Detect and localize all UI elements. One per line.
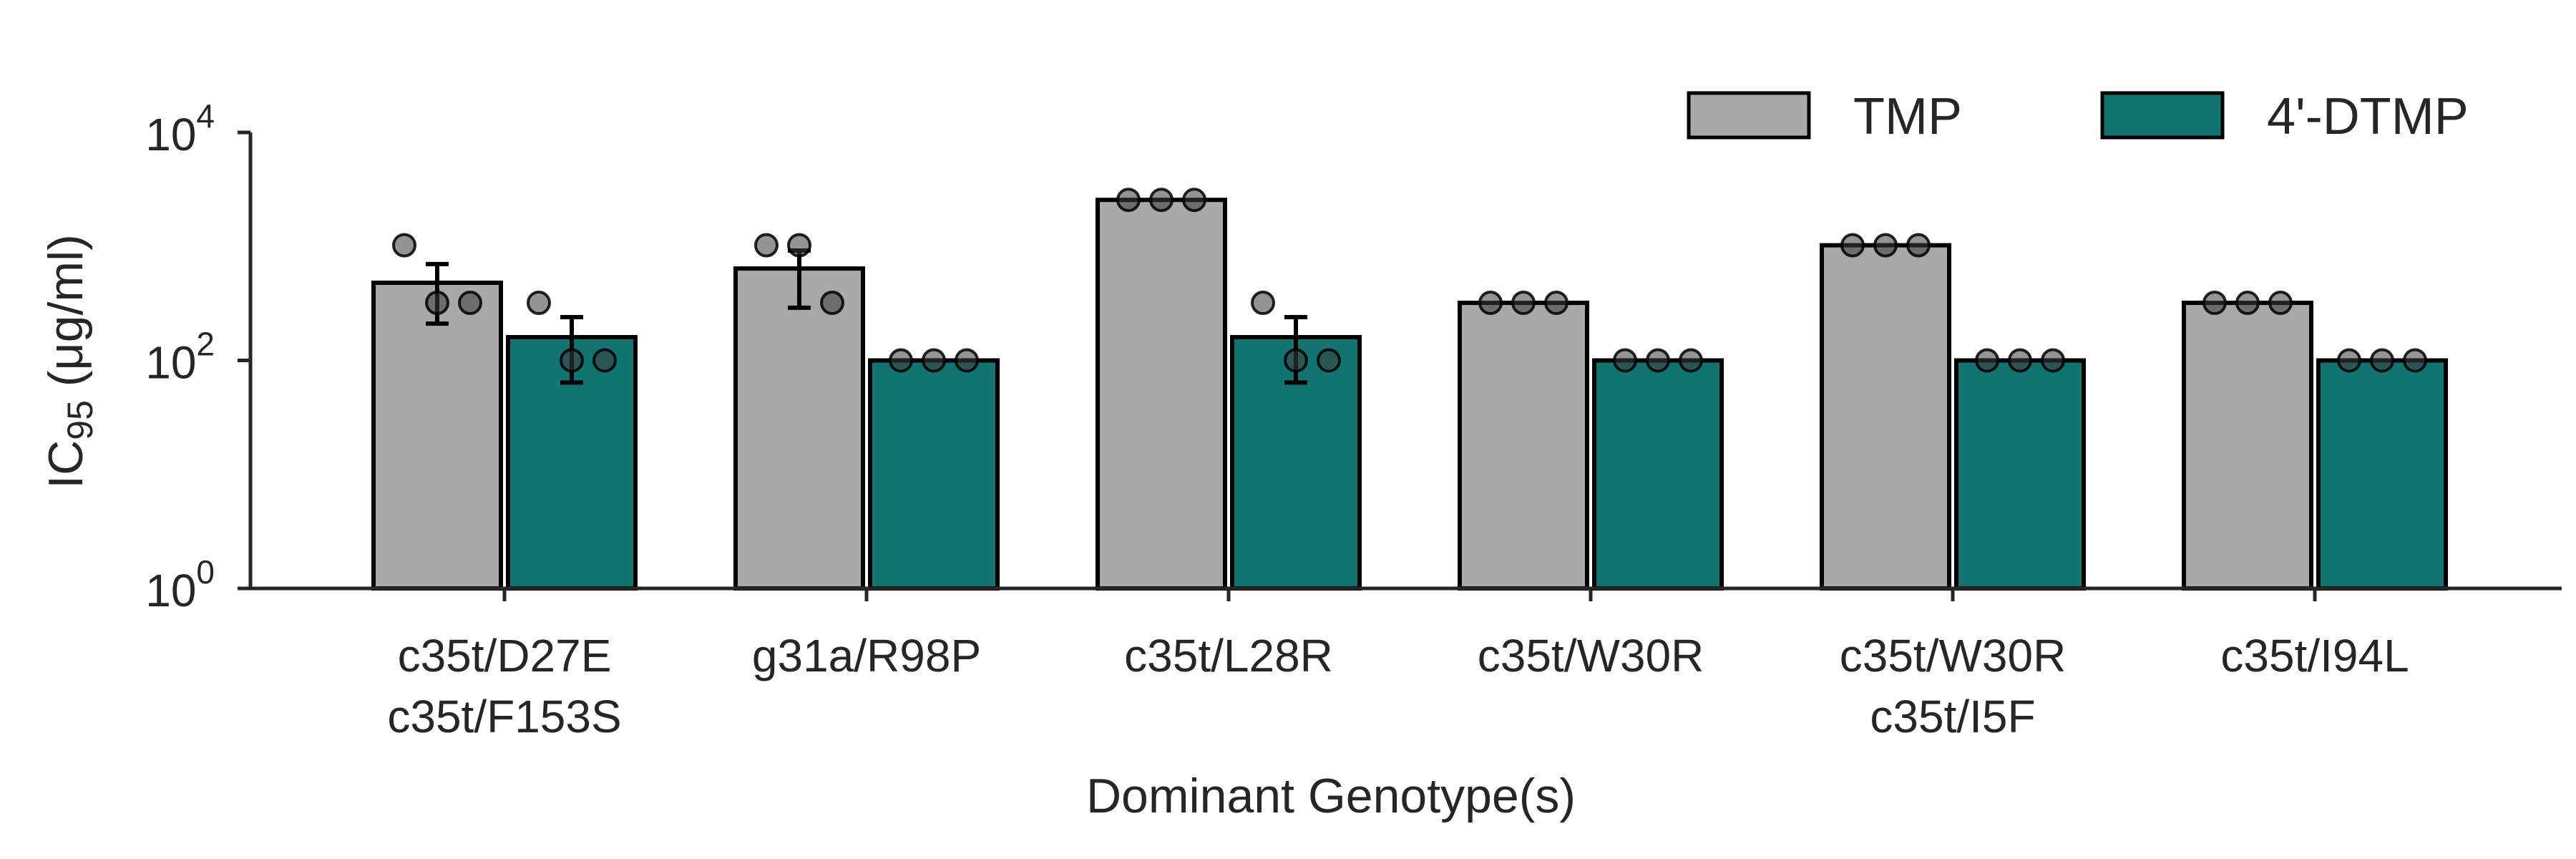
- bars-layer: [371, 198, 2448, 591]
- data-point-5-0-1: [2235, 291, 2260, 316]
- x-tick-label-2-0: c35t/L28R: [1124, 630, 1333, 681]
- y-tick-exp-1: 2: [196, 326, 215, 363]
- y-tick-exp-2: 4: [196, 97, 215, 135]
- bar-tmp-4: [1820, 243, 1951, 591]
- data-point-3-0-2: [1544, 291, 1568, 316]
- data-point-1-0-1: [787, 233, 811, 258]
- y-axis-title-main: IC: [39, 440, 93, 489]
- data-point-5-1-2: [2403, 348, 2427, 373]
- data-point-2-1-2: [1317, 348, 1341, 373]
- y-tick-label-1: 102: [145, 326, 215, 389]
- y-axis-title-rest: (μg/ml): [39, 234, 93, 400]
- data-point-4-0-0: [1840, 233, 1865, 258]
- x-tick-label-1-0: g31a/R98P: [752, 630, 981, 681]
- data-point-1-1-0: [889, 348, 913, 373]
- y-tick-label-2: 104: [145, 97, 215, 160]
- y-tick-base-0: 10: [145, 565, 196, 616]
- data-point-0-0-0: [392, 233, 416, 258]
- legend-swatch-tmp: [1687, 91, 1811, 140]
- bar-tmp-0: [371, 281, 503, 591]
- data-point-4-1-2: [2041, 348, 2065, 373]
- data-point-1-0-2: [820, 291, 844, 316]
- y-axis-title-sub: 95: [60, 400, 100, 440]
- data-point-1-0-0: [754, 233, 779, 258]
- data-point-4-1-1: [2008, 348, 2032, 373]
- legend-label-dtmp: 4'-DTMP: [2267, 88, 2469, 145]
- data-point-5-0-2: [2268, 291, 2293, 316]
- data-point-0-1-0: [527, 291, 551, 316]
- x-tick-label-3-0: c35t/W30R: [1478, 630, 1704, 681]
- y-axis-title: IC95 (μg/ml): [39, 234, 100, 488]
- data-point-0-1-2: [592, 348, 617, 373]
- data-point-3-0-0: [1478, 291, 1503, 316]
- data-point-2-0-2: [1182, 188, 1206, 213]
- data-point-5-1-0: [2337, 348, 2361, 373]
- bar-tmp-1: [733, 266, 865, 591]
- data-point-1-1-2: [955, 348, 979, 373]
- bar-4dtmp-1: [868, 358, 1000, 591]
- data-point-3-0-1: [1511, 291, 1536, 316]
- data-point-5-0-0: [2202, 291, 2227, 316]
- y-tick-exp-0: 0: [196, 553, 215, 591]
- data-point-2-0-1: [1149, 188, 1174, 213]
- bar-4dtmp-5: [2316, 358, 2448, 591]
- data-point-3-1-2: [1679, 348, 1703, 373]
- legend: TMP 4'-DTMP: [1687, 88, 2469, 145]
- x-tick-label-0-1: c35t/F153S: [387, 691, 621, 742]
- data-point-4-0-1: [1873, 233, 1898, 258]
- legend-label-tmp: TMP: [1853, 88, 1962, 145]
- data-point-2-0-0: [1116, 188, 1141, 213]
- y-tick-base-1: 10: [145, 337, 196, 389]
- data-point-4-1-0: [1975, 348, 1999, 373]
- data-point-3-1-1: [1646, 348, 1670, 373]
- bar-4dtmp-4: [1954, 358, 2086, 591]
- y-tick-label-0: 100: [145, 553, 215, 616]
- bar-tmp-3: [1458, 301, 1589, 591]
- x-tick-label-4-1: c35t/I5F: [1870, 691, 2035, 742]
- bar-4dtmp-3: [1592, 358, 1724, 591]
- x-tick-label-5-0: c35t/I94L: [2220, 630, 2409, 681]
- data-point-0-0-1: [425, 291, 449, 316]
- data-point-4-0-2: [1906, 233, 1931, 258]
- data-point-5-1-1: [2370, 348, 2394, 373]
- points-layer: [392, 188, 2427, 373]
- x-tick-label-4-0: c35t/W30R: [1840, 630, 2067, 681]
- bar-tmp-5: [2182, 301, 2313, 591]
- x-tick-label-0-0: c35t/D27E: [398, 630, 612, 681]
- x-axis-title: Dominant Genotype(s): [1086, 769, 1576, 823]
- y-tick-base-2: 10: [145, 109, 196, 160]
- data-point-1-1-1: [922, 348, 946, 373]
- data-point-0-1-1: [560, 348, 584, 373]
- data-point-2-1-1: [1284, 348, 1308, 373]
- bar-tmp-2: [1096, 198, 1227, 591]
- data-point-0-0-2: [458, 291, 482, 316]
- x-ticks: c35t/D27E c35t/F153S g31a/R98P c35t/L28R c35…: [387, 588, 2409, 742]
- legend-swatch-dtmp: [2100, 91, 2225, 140]
- data-point-2-1-0: [1251, 291, 1275, 316]
- data-point-3-1-0: [1613, 348, 1637, 373]
